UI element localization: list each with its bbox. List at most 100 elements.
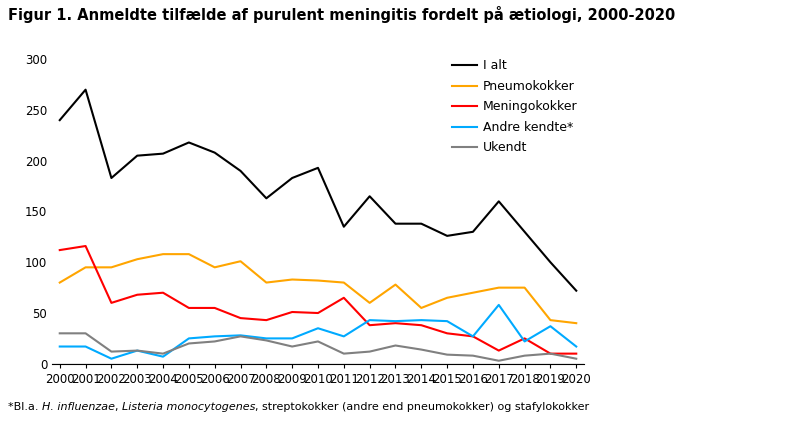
- I alt: [339, 224, 349, 229]
- Pneumokokker: [339, 280, 349, 285]
- I alt: [236, 168, 246, 173]
- I alt: [158, 151, 168, 156]
- Meningokokker: [494, 348, 503, 353]
- Ukendt: [442, 352, 452, 357]
- Meningokokker: [81, 244, 90, 249]
- Andre kendte*: [55, 344, 65, 349]
- Pneumokokker: [546, 318, 555, 323]
- Line: Pneumokokker: Pneumokokker: [60, 254, 576, 323]
- Ukendt: [520, 353, 530, 358]
- I alt: [210, 150, 219, 155]
- I alt: [262, 196, 271, 201]
- Meningokokker: [442, 331, 452, 336]
- Meningokokker: [417, 323, 426, 328]
- Text: H. influenzae: H. influenzae: [42, 402, 115, 412]
- Pneumokokker: [81, 265, 90, 270]
- Meningokokker: [339, 295, 349, 300]
- Andre kendte*: [210, 334, 219, 339]
- Andre kendte*: [184, 336, 194, 341]
- Andre kendte*: [262, 336, 271, 341]
- Text: *Bl.a.: *Bl.a.: [8, 402, 42, 412]
- I alt: [314, 165, 323, 170]
- Pneumokokker: [442, 295, 452, 300]
- Meningokokker: [55, 247, 65, 253]
- Andre kendte*: [133, 348, 142, 353]
- Meningokokker: [184, 305, 194, 310]
- Text: Listeria monocytogenes: Listeria monocytogenes: [122, 402, 255, 412]
- Andre kendte*: [494, 302, 503, 308]
- Ukendt: [184, 341, 194, 346]
- Andre kendte*: [365, 318, 374, 323]
- Pneumokokker: [468, 290, 478, 295]
- Meningokokker: [236, 316, 246, 321]
- Ukendt: [81, 331, 90, 336]
- Pneumokokker: [365, 300, 374, 305]
- Pneumokokker: [571, 321, 581, 326]
- Ukendt: [55, 331, 65, 336]
- Ukendt: [314, 339, 323, 344]
- Pneumokokker: [133, 257, 142, 262]
- Andre kendte*: [287, 336, 297, 341]
- Pneumokokker: [494, 285, 503, 290]
- Ukendt: [210, 339, 219, 344]
- Meningokokker: [106, 300, 116, 305]
- Meningokokker: [314, 310, 323, 316]
- Andre kendte*: [158, 354, 168, 359]
- Andre kendte*: [571, 344, 581, 349]
- Pneumokokker: [314, 278, 323, 283]
- Andre kendte*: [81, 344, 90, 349]
- Ukendt: [494, 358, 503, 363]
- Ukendt: [236, 334, 246, 339]
- I alt: [520, 229, 530, 234]
- I alt: [184, 140, 194, 145]
- Meningokokker: [262, 318, 271, 323]
- I alt: [133, 153, 142, 158]
- Pneumokokker: [184, 252, 194, 257]
- Andre kendte*: [417, 318, 426, 323]
- Andre kendte*: [339, 334, 349, 339]
- Meningokokker: [520, 336, 530, 341]
- I alt: [55, 118, 65, 123]
- Andre kendte*: [520, 339, 530, 344]
- Line: Ukendt: Ukendt: [60, 333, 576, 361]
- Ukendt: [106, 349, 116, 354]
- Meningokokker: [158, 290, 168, 295]
- Andre kendte*: [236, 333, 246, 338]
- I alt: [390, 221, 400, 226]
- Andre kendte*: [314, 326, 323, 331]
- Meningokokker: [210, 305, 219, 310]
- I alt: [468, 229, 478, 234]
- Pneumokokker: [262, 280, 271, 285]
- Meningokokker: [546, 351, 555, 356]
- Ukendt: [468, 353, 478, 358]
- Pneumokokker: [55, 280, 65, 285]
- I alt: [546, 260, 555, 265]
- Ukendt: [339, 351, 349, 356]
- Andre kendte*: [442, 319, 452, 324]
- I alt: [106, 176, 116, 181]
- I alt: [417, 221, 426, 226]
- I alt: [442, 233, 452, 239]
- I alt: [365, 194, 374, 199]
- Meningokokker: [133, 292, 142, 297]
- Meningokokker: [468, 334, 478, 339]
- Andre kendte*: [106, 356, 116, 361]
- Meningokokker: [571, 351, 581, 356]
- I alt: [494, 199, 503, 204]
- Text: , streptokokker (andre end pneumokokker) og stafylokokker: , streptokokker (andre end pneumokokker)…: [255, 402, 590, 412]
- Pneumokokker: [520, 285, 530, 290]
- Ukendt: [133, 348, 142, 353]
- Pneumokokker: [287, 277, 297, 282]
- Text: Figur 1. Anmeldte tilfælde af purulent meningitis fordelt på ætiologi, 2000-2020: Figur 1. Anmeldte tilfælde af purulent m…: [8, 6, 675, 23]
- Line: Meningokokker: Meningokokker: [60, 246, 576, 354]
- Pneumokokker: [417, 305, 426, 310]
- Pneumokokker: [158, 252, 168, 257]
- Legend: I alt, Pneumokokker, Meningokokker, Andre kendte*, Ukendt: I alt, Pneumokokker, Meningokokker, Andr…: [452, 59, 578, 154]
- Line: I alt: I alt: [60, 90, 576, 291]
- Ukendt: [158, 351, 168, 356]
- I alt: [287, 176, 297, 181]
- Line: Andre kendte*: Andre kendte*: [60, 305, 576, 359]
- Pneumokokker: [236, 259, 246, 264]
- Ukendt: [546, 351, 555, 356]
- Meningokokker: [287, 310, 297, 315]
